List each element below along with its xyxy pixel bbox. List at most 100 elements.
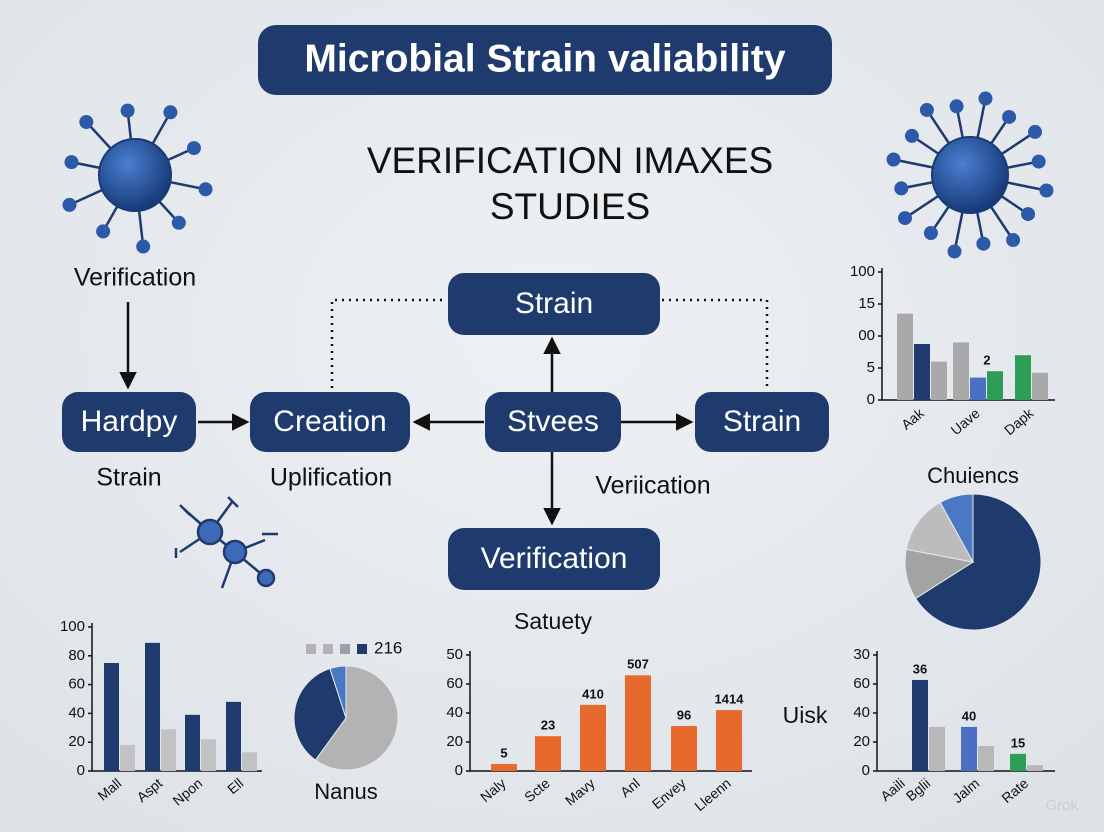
bar: [226, 701, 241, 771]
bar: [978, 746, 994, 771]
flow-node: [448, 528, 660, 590]
legend-swatch: [357, 644, 367, 654]
virus-spike-tip: [136, 239, 151, 254]
y-tick-label: 0: [77, 762, 85, 779]
data-label: 5: [500, 745, 507, 760]
y-tick-label: 30: [853, 646, 870, 663]
virus-icon: [62, 103, 213, 254]
flow-node: [485, 392, 621, 452]
virus-spike-tip: [1021, 207, 1036, 222]
flow-label: Uplification: [270, 464, 392, 492]
virus-icon: [886, 91, 1054, 259]
pie-slice: [314, 665, 399, 771]
bar: [242, 752, 257, 771]
y-tick-label: 15: [858, 295, 875, 312]
virus-spike-tip: [886, 152, 901, 167]
y-tick-label: 100: [60, 618, 85, 635]
bar: [201, 739, 216, 771]
bar: [145, 642, 160, 771]
y-tick-label: 100: [850, 263, 875, 280]
bar: [535, 736, 561, 771]
bar: [912, 679, 928, 771]
virus-spike-tip: [186, 141, 201, 156]
data-label: 410: [582, 686, 604, 701]
data-label: 1414: [715, 692, 745, 707]
bar: [580, 704, 606, 771]
y-tick-label: 20: [853, 733, 870, 750]
bar: [625, 675, 651, 771]
pie-slice: [939, 493, 974, 563]
bar: [161, 729, 176, 771]
data-label: 15: [1011, 735, 1025, 750]
subtitle: STUDIES: [490, 186, 650, 227]
virus-spike-tip: [976, 236, 991, 251]
y-tick-label: 40: [68, 704, 85, 721]
flow-node-label: Verification: [481, 542, 628, 575]
legend-label: 216: [374, 638, 402, 657]
flow-node-label: Hardpy: [81, 405, 178, 438]
bar: [120, 745, 135, 771]
y-tick-label: 60: [853, 675, 870, 692]
pie-slice: [329, 665, 347, 719]
pie-slice: [293, 667, 347, 761]
flow-node: [250, 392, 410, 452]
y-tick-label: 60: [446, 675, 463, 692]
virus-spike-tip: [1031, 154, 1046, 169]
virus-spike-tip: [1039, 183, 1054, 198]
flow-node: [695, 392, 829, 452]
virus-spike-tip: [1002, 109, 1017, 124]
bar: [929, 726, 945, 771]
virus-spike-tip: [96, 224, 111, 239]
bar: [931, 361, 947, 400]
flow-node: [62, 392, 196, 452]
flow-node-label: Stvees: [507, 405, 599, 438]
virus-body: [931, 136, 1009, 214]
virus-spike-tip: [79, 114, 94, 129]
virus-spike-tip: [62, 197, 77, 212]
title-banner: [258, 25, 832, 95]
bar: [671, 726, 697, 771]
virus-spike-tip: [163, 105, 178, 120]
virus-spike-tip: [198, 182, 213, 197]
virus-spike-tip: [923, 226, 938, 241]
bar: [914, 344, 930, 400]
data-label: 23: [541, 718, 555, 733]
virus-spike-tip: [904, 128, 919, 143]
flow-label: Verification: [74, 264, 196, 292]
virus-body: [98, 138, 172, 212]
virus-spike-tip: [978, 91, 993, 106]
flow-node-label: Creation: [273, 405, 386, 438]
flow-label: Strain: [96, 464, 161, 492]
data-label: 40: [962, 708, 976, 723]
bar: [953, 342, 969, 400]
subtitle: VERIFICATION IMAXES: [367, 140, 773, 181]
y-tick-label: 80: [68, 647, 85, 664]
virus-spike-tip: [949, 99, 964, 114]
flow-node: [448, 273, 660, 335]
y-tick-label: 40: [446, 704, 463, 721]
molecule-icon: [174, 496, 278, 589]
bar: [185, 714, 200, 771]
virus-spike-tip: [894, 181, 909, 196]
chart-title: Nanus: [314, 779, 378, 804]
y-tick-label: 0: [867, 391, 875, 408]
y-tick-label: 00: [858, 327, 875, 344]
watermark: Grok: [1045, 797, 1078, 814]
flow-node-label: Strain: [723, 405, 801, 438]
bar: [897, 313, 913, 400]
bar: [1010, 753, 1026, 771]
legend-swatch: [306, 644, 316, 654]
data-label: 507: [627, 657, 649, 672]
virus-spike-tip: [171, 215, 186, 230]
dotted-connector: [330, 298, 446, 388]
dotted-connector: [662, 298, 769, 388]
y-tick-label: 5: [867, 359, 875, 376]
y-tick-label: 20: [446, 733, 463, 750]
y-tick-label: 20: [68, 733, 85, 750]
flow-label: Veriication: [595, 472, 710, 500]
data-label: 96: [677, 707, 691, 722]
bar: [1027, 765, 1043, 771]
virus-spike-tip: [1028, 124, 1043, 139]
pie-slice: [905, 501, 974, 563]
